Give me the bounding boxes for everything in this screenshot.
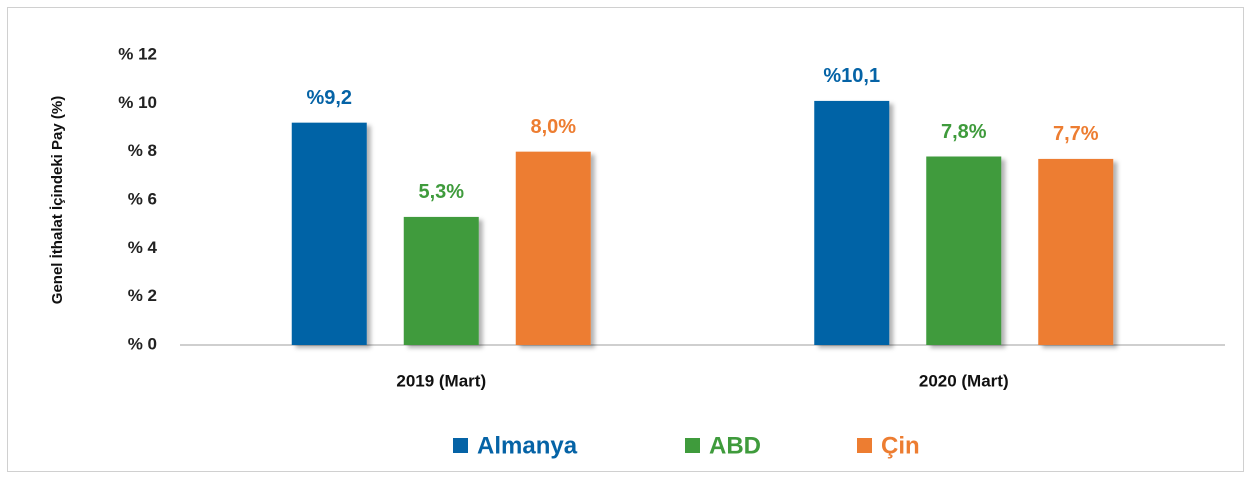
legend-label: Çin xyxy=(881,432,920,459)
legend-swatch xyxy=(453,438,468,453)
y-tick-label: % 0 xyxy=(128,334,157,353)
value-label: 8,0% xyxy=(530,116,576,138)
legend-swatch xyxy=(685,438,700,453)
value-label: 7,8% xyxy=(941,121,987,143)
value-label: 5,3% xyxy=(418,181,464,203)
y-tick-label: % 4 xyxy=(128,238,158,257)
legend-label: ABD xyxy=(709,432,761,459)
legend-swatch xyxy=(857,438,872,453)
y-tick-label: % 6 xyxy=(128,189,157,208)
y-tick-label: % 2 xyxy=(128,286,157,305)
bar xyxy=(814,100,890,346)
y-tick-label: % 10 xyxy=(118,93,157,112)
x-tick-label: 2020 (Mart) xyxy=(919,371,1009,390)
y-axis-label: Genel İthalat İçindeki Pay (%) xyxy=(49,96,66,304)
value-label: 7,7% xyxy=(1053,123,1099,145)
bar xyxy=(926,156,1002,345)
value-label: %10,1 xyxy=(823,65,880,87)
y-tick-label: % 8 xyxy=(128,141,157,160)
legend-label: Almanya xyxy=(477,432,578,459)
bar xyxy=(1038,158,1114,345)
y-tick-label: % 12 xyxy=(118,44,157,63)
x-tick-label: 2019 (Mart) xyxy=(396,371,486,390)
bar xyxy=(515,151,591,345)
bar xyxy=(403,216,479,345)
bar xyxy=(291,122,367,346)
value-label: %9,2 xyxy=(306,87,352,109)
chart-border xyxy=(7,7,1244,472)
